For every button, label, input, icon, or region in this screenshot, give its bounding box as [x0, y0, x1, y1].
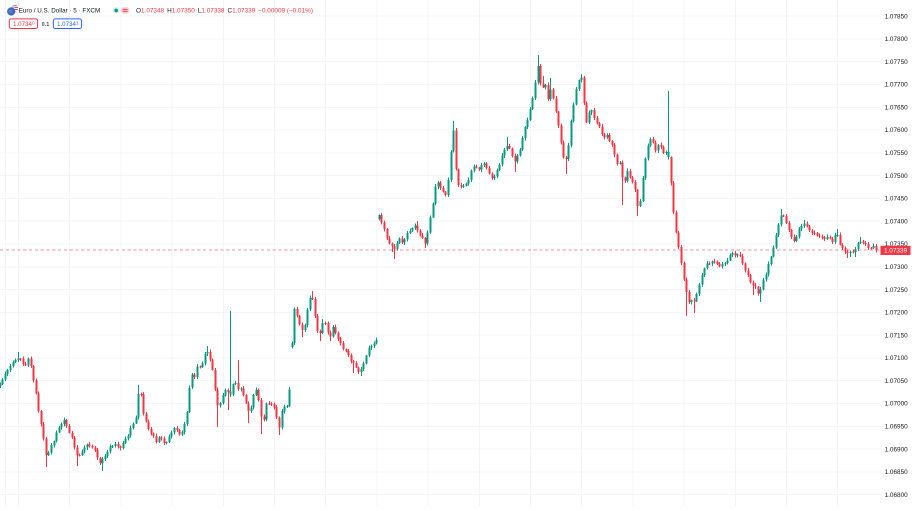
svg-text:1.07341: 1.07341 — [57, 21, 79, 29]
svg-text:1.07000: 1.07000 — [885, 401, 909, 408]
svg-text:1.07339: 1.07339 — [884, 248, 908, 255]
svg-text:0.1: 0.1 — [42, 22, 50, 28]
svg-text:1.07340: 1.07340 — [13, 21, 35, 29]
svg-text:1.07550: 1.07550 — [885, 150, 909, 157]
svg-text:1.07700: 1.07700 — [885, 82, 909, 89]
svg-text:1.07600: 1.07600 — [885, 127, 909, 134]
svg-text:1.07350: 1.07350 — [885, 241, 909, 248]
svg-text:1.06950: 1.06950 — [885, 424, 909, 431]
svg-text:1.07650: 1.07650 — [885, 105, 909, 112]
svg-text:1.07800: 1.07800 — [885, 36, 909, 43]
svg-text:1.06850: 1.06850 — [885, 469, 909, 476]
svg-text:1.07250: 1.07250 — [885, 287, 909, 294]
svg-text:1.07850: 1.07850 — [885, 13, 909, 20]
svg-text:1.07400: 1.07400 — [885, 218, 909, 225]
svg-text:1.07150: 1.07150 — [885, 332, 909, 339]
svg-text:1.07750: 1.07750 — [885, 59, 909, 66]
svg-text:1.06800: 1.06800 — [885, 492, 909, 499]
svg-text:1.07450: 1.07450 — [885, 196, 909, 203]
svg-text:1.07200: 1.07200 — [885, 310, 909, 317]
svg-text:1.07050: 1.07050 — [885, 378, 909, 385]
svg-text:Euro / U.S. Dollar · 5 · FXCM: Euro / U.S. Dollar · 5 · FXCM — [19, 8, 101, 15]
svg-text:1.07100: 1.07100 — [885, 355, 909, 362]
svg-text:1.06900: 1.06900 — [885, 446, 909, 453]
svg-text:1.07300: 1.07300 — [885, 264, 909, 271]
svg-text:1.07500: 1.07500 — [885, 173, 909, 180]
